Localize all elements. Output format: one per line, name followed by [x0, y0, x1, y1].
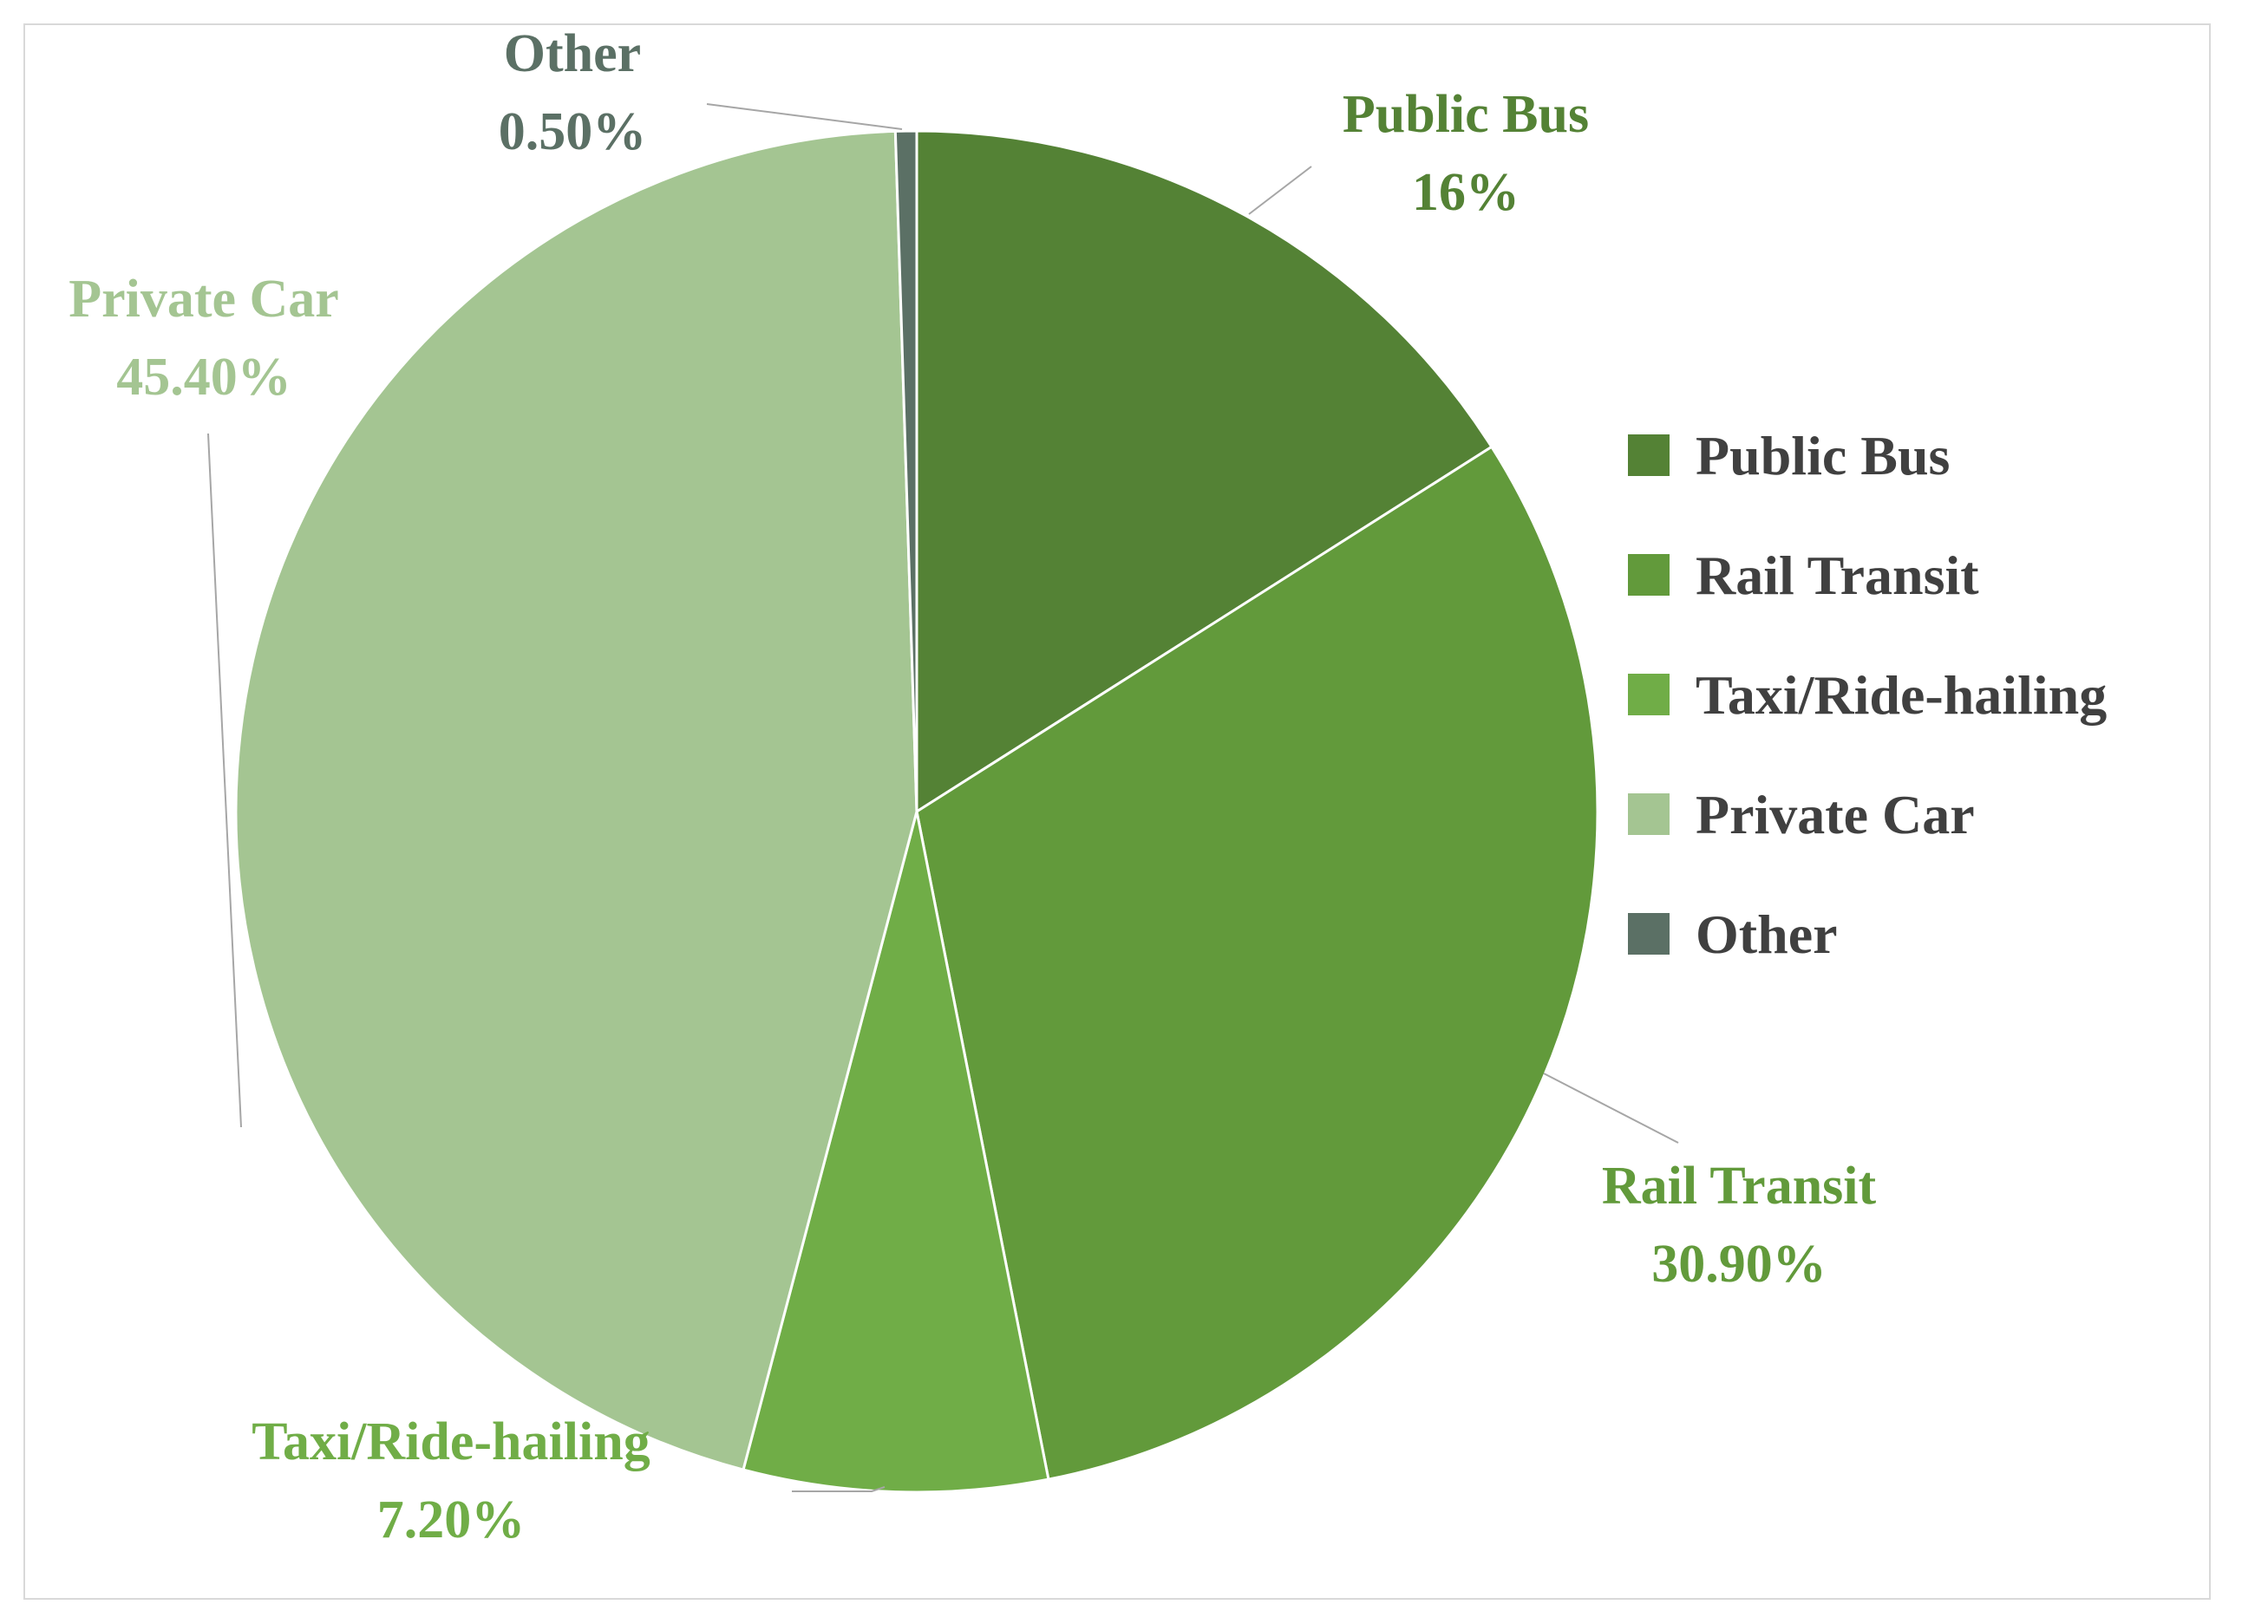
- pie-slice-private-car: [234, 129, 918, 1471]
- legend-item-private-car: Private Car: [1628, 784, 1975, 845]
- data-label-value: 30.90%: [1651, 1235, 1827, 1294]
- data-label-value: 7.20%: [377, 1490, 526, 1549]
- data-label-category: Taxi/Ride-hailing: [252, 1412, 650, 1471]
- leader-line-private-car: [207, 433, 242, 1128]
- legend-item-other: Other: [1628, 903, 1838, 965]
- legend-item-rail-transit: Rail Transit: [1628, 545, 1979, 606]
- data-label-value: 45.40%: [116, 348, 291, 407]
- legend-label: Taxi/Ride-hailing: [1696, 664, 2107, 726]
- leader-line-public-bus: [1248, 166, 1312, 215]
- legend-label: Private Car: [1696, 784, 1975, 845]
- data-label-other: Other 0.50%: [499, 24, 647, 161]
- legend: Public Bus Rail Transit Taxi/Ride-hailing P…: [1628, 425, 2107, 965]
- pie-slice-public-bus: [915, 129, 1493, 814]
- data-label-taxi-ride-hailing: Taxi/Ride-hailing 7.20%: [252, 1412, 650, 1549]
- leader-line-other: [706, 103, 903, 130]
- data-label-category: Rail Transit: [1602, 1157, 1877, 1216]
- legend-label: Other: [1696, 903, 1838, 965]
- leader-line-taxi-ride-hailing: [792, 1486, 886, 1492]
- pie-slices: [234, 129, 1599, 1494]
- data-labels: Public Bus 16% Rail Transit 30.90% Taxi/Ride…: [69, 24, 1876, 1549]
- data-label-value: 16%: [1412, 163, 1520, 222]
- legend-swatch: [1628, 913, 1670, 955]
- data-label-category: Private Car: [69, 270, 339, 329]
- legend-label: Public Bus: [1696, 425, 1950, 486]
- data-label-value: 0.50%: [499, 102, 647, 161]
- pie-slice-other: [893, 129, 918, 812]
- data-label-private-car: Private Car 45.40%: [69, 270, 339, 407]
- legend-item-taxi-ride-hailing: Taxi/Ride-hailing: [1628, 664, 2107, 726]
- legend-label: Rail Transit: [1696, 545, 1979, 606]
- legend-swatch: [1628, 674, 1670, 715]
- data-label-rail-transit: Rail Transit 30.90%: [1602, 1157, 1877, 1294]
- leader-lines: [207, 103, 1679, 1492]
- data-label-public-bus: Public Bus 16%: [1343, 85, 1589, 222]
- data-label-category: Public Bus: [1343, 85, 1589, 144]
- pie-slice-rail-transit: [915, 445, 1599, 1481]
- legend-item-public-bus: Public Bus: [1628, 425, 1950, 486]
- leader-line-rail-transit: [1543, 1073, 1679, 1144]
- legend-swatch: [1628, 793, 1670, 835]
- legend-swatch: [1628, 554, 1670, 596]
- legend-swatch: [1628, 434, 1670, 476]
- pie-slice-taxi-ride-hailing: [742, 811, 1050, 1494]
- data-label-category: Other: [504, 24, 641, 83]
